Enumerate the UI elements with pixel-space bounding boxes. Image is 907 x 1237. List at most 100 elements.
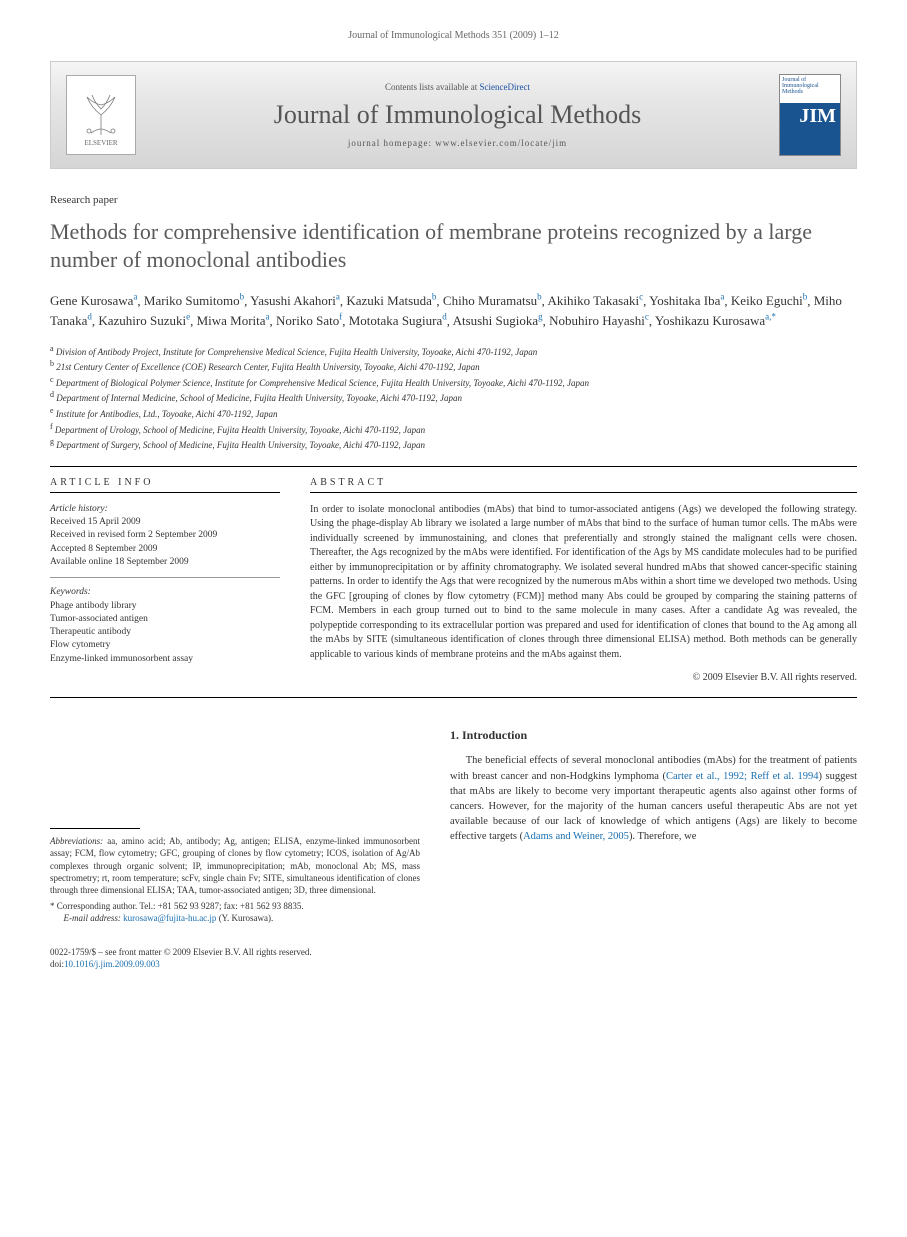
keyword: Phage antibody library	[50, 600, 280, 613]
author: Gene Kurosawaa	[50, 293, 137, 308]
info-abstract-row: ARTICLE INFO Article history: Received 1…	[50, 477, 857, 684]
journal-homepage: journal homepage: www.elsevier.com/locat…	[151, 138, 764, 148]
affiliation-line: b 21st Century Center of Excellence (COE…	[50, 358, 857, 374]
affiliation-line: c Department of Biological Polymer Scien…	[50, 374, 857, 390]
section-rule	[50, 466, 857, 467]
affiliation-link[interactable]: a	[266, 312, 270, 322]
author: Keiko Eguchib	[731, 293, 807, 308]
doi-line: doi:10.1016/j.jim.2009.09.003	[50, 958, 857, 970]
elsevier-tree-icon	[76, 84, 126, 139]
author: Kazuhiro Suzukie	[98, 313, 190, 328]
history-label: Article history:	[50, 503, 280, 516]
abstract-text: In order to isolate monoclonal antibodie…	[310, 503, 857, 663]
article-info-heading: ARTICLE INFO	[50, 477, 280, 493]
email-label: E-mail address:	[64, 913, 124, 923]
affiliation-line: a Division of Antibody Project, Institut…	[50, 343, 857, 359]
keyword: Tumor-associated antigen	[50, 613, 280, 626]
history-line: Received 15 April 2009	[50, 516, 280, 529]
journal-cover-thumbnail: Journal of Immunological Methods JIM	[779, 74, 841, 156]
section-rule-2	[50, 697, 857, 698]
author: Noriko Satof	[276, 313, 342, 328]
affiliation-link[interactable]: b	[240, 292, 245, 302]
affiliation-link[interactable]: a	[336, 292, 340, 302]
author: Yoshitaka Ibaa	[649, 293, 724, 308]
cover-abbrev: JIM	[780, 103, 840, 130]
author: Chiho Muramatsub	[443, 293, 542, 308]
journal-name: Journal of Immunological Methods	[151, 100, 764, 130]
masthead: ELSEVIER Contents lists available at Sci…	[50, 61, 857, 169]
affiliation-link[interactable]: a	[133, 292, 137, 302]
history-line: Available online 18 September 2009	[50, 556, 280, 569]
history-line: Accepted 8 September 2009	[50, 543, 280, 556]
corr-label: * Corresponding author.	[50, 901, 137, 911]
lower-two-col: Abbreviations: aa, amino acid; Ab, antib…	[50, 728, 857, 924]
author: Yasushi Akahoria	[250, 293, 340, 308]
abstract-copyright: © 2009 Elsevier B.V. All rights reserved…	[310, 672, 857, 683]
affiliation-link[interactable]: a,*	[765, 312, 776, 322]
cover-title-small: Journal of Immunological Methods	[780, 75, 840, 103]
doi-prefix: doi:	[50, 959, 64, 969]
abbrev-text: aa, amino acid; Ab, antibody; Ag, antige…	[50, 836, 420, 895]
author-list: Gene Kurosawaa, Mariko Sumitomob, Yasush…	[50, 291, 857, 331]
homepage-url: www.elsevier.com/locate/jim	[435, 138, 567, 148]
sciencedirect-link[interactable]: ScienceDirect	[480, 82, 530, 92]
affiliation-line: e Institute for Antibodies, Ltd., Toyoak…	[50, 405, 857, 421]
affiliation-link[interactable]: d	[442, 312, 447, 322]
author: Mariko Sumitomob	[144, 293, 244, 308]
keywords-label: Keywords:	[50, 586, 280, 599]
email-suffix: (Y. Kurosawa).	[216, 913, 273, 923]
keywords-block: Keywords: Phage antibody libraryTumor-as…	[50, 586, 280, 666]
keyword: Therapeutic antibody	[50, 626, 280, 639]
contents-prefix: Contents lists available at	[385, 82, 479, 92]
introduction-paragraph: The beneficial effects of several monocl…	[450, 753, 857, 844]
affiliation-line: f Department of Urology, School of Medic…	[50, 421, 857, 437]
affiliation-link[interactable]: b	[803, 292, 808, 302]
history-line: Received in revised form 2 September 200…	[50, 529, 280, 542]
abbrev-label: Abbreviations:	[50, 836, 103, 846]
affiliation-link[interactable]: c	[645, 312, 649, 322]
article-history: Article history: Received 15 April 2009R…	[50, 503, 280, 569]
article-type: Research paper	[50, 194, 857, 206]
article-info: ARTICLE INFO Article history: Received 1…	[50, 477, 280, 684]
citation-link-2[interactable]: Adams and Weiner, 2005	[523, 831, 629, 842]
homepage-prefix: journal homepage:	[348, 138, 435, 148]
affiliation-link[interactable]: e	[186, 312, 190, 322]
author: Akihiko Takasakic	[547, 293, 643, 308]
corresponding-email-link[interactable]: kurosawa@fujita-hu.ac.jp	[123, 913, 216, 923]
affiliations: a Division of Antibody Project, Institut…	[50, 343, 857, 452]
affiliation-link[interactable]: a	[720, 292, 724, 302]
affiliation-link[interactable]: g	[538, 312, 543, 322]
abstract: ABSTRACT In order to isolate monoclonal …	[310, 477, 857, 684]
affiliation-link[interactable]: f	[339, 312, 342, 322]
keyword: Flow cytometry	[50, 639, 280, 652]
doi-link[interactable]: 10.1016/j.jim.2009.09.003	[64, 959, 160, 969]
contents-available: Contents lists available at ScienceDirec…	[151, 82, 764, 92]
affiliation-line: g Department of Surgery, School of Medic…	[50, 436, 857, 452]
affiliation-link[interactable]: d	[87, 312, 92, 322]
affiliation-link[interactable]: b	[537, 292, 542, 302]
author: Miwa Moritaa	[197, 313, 270, 328]
introduction-column: 1. Introduction The beneficial effects o…	[450, 728, 857, 924]
running-header: Journal of Immunological Methods 351 (20…	[50, 30, 857, 41]
footnotes-column: Abbreviations: aa, amino acid; Ab, antib…	[50, 728, 420, 924]
abstract-heading: ABSTRACT	[310, 477, 857, 493]
masthead-center: Contents lists available at ScienceDirec…	[151, 82, 764, 148]
keyword: Enzyme-linked immunosorbent assay	[50, 653, 280, 666]
intro-text-3: ). Therefore, we	[629, 831, 696, 842]
author: Mototaka Sugiurad	[349, 313, 447, 328]
author: Yoshikazu Kurosawaa,*	[655, 313, 776, 328]
author: Kazuki Matsudab	[346, 293, 436, 308]
article-title: Methods for comprehensive identification…	[50, 218, 857, 273]
author: Nobuhiro Hayashic	[549, 313, 649, 328]
footnote-rule	[50, 828, 140, 829]
email-footnote: E-mail address: kurosawa@fujita-hu.ac.jp…	[50, 912, 420, 924]
author: Atsushi Sugiokag	[453, 313, 543, 328]
elsevier-logo: ELSEVIER	[66, 75, 136, 155]
affiliation-link[interactable]: c	[639, 292, 643, 302]
history-divider	[50, 577, 280, 578]
affiliation-line: d Department of Internal Medicine, Schoo…	[50, 389, 857, 405]
copyright-line: 0022-1759/$ – see front matter © 2009 El…	[50, 946, 857, 958]
affiliation-link[interactable]: b	[432, 292, 437, 302]
citation-link-1[interactable]: Carter et al., 1992; Reff et al. 1994	[666, 771, 819, 782]
corresponding-author-footnote: * Corresponding author. Tel.: +81 562 93…	[50, 900, 420, 912]
